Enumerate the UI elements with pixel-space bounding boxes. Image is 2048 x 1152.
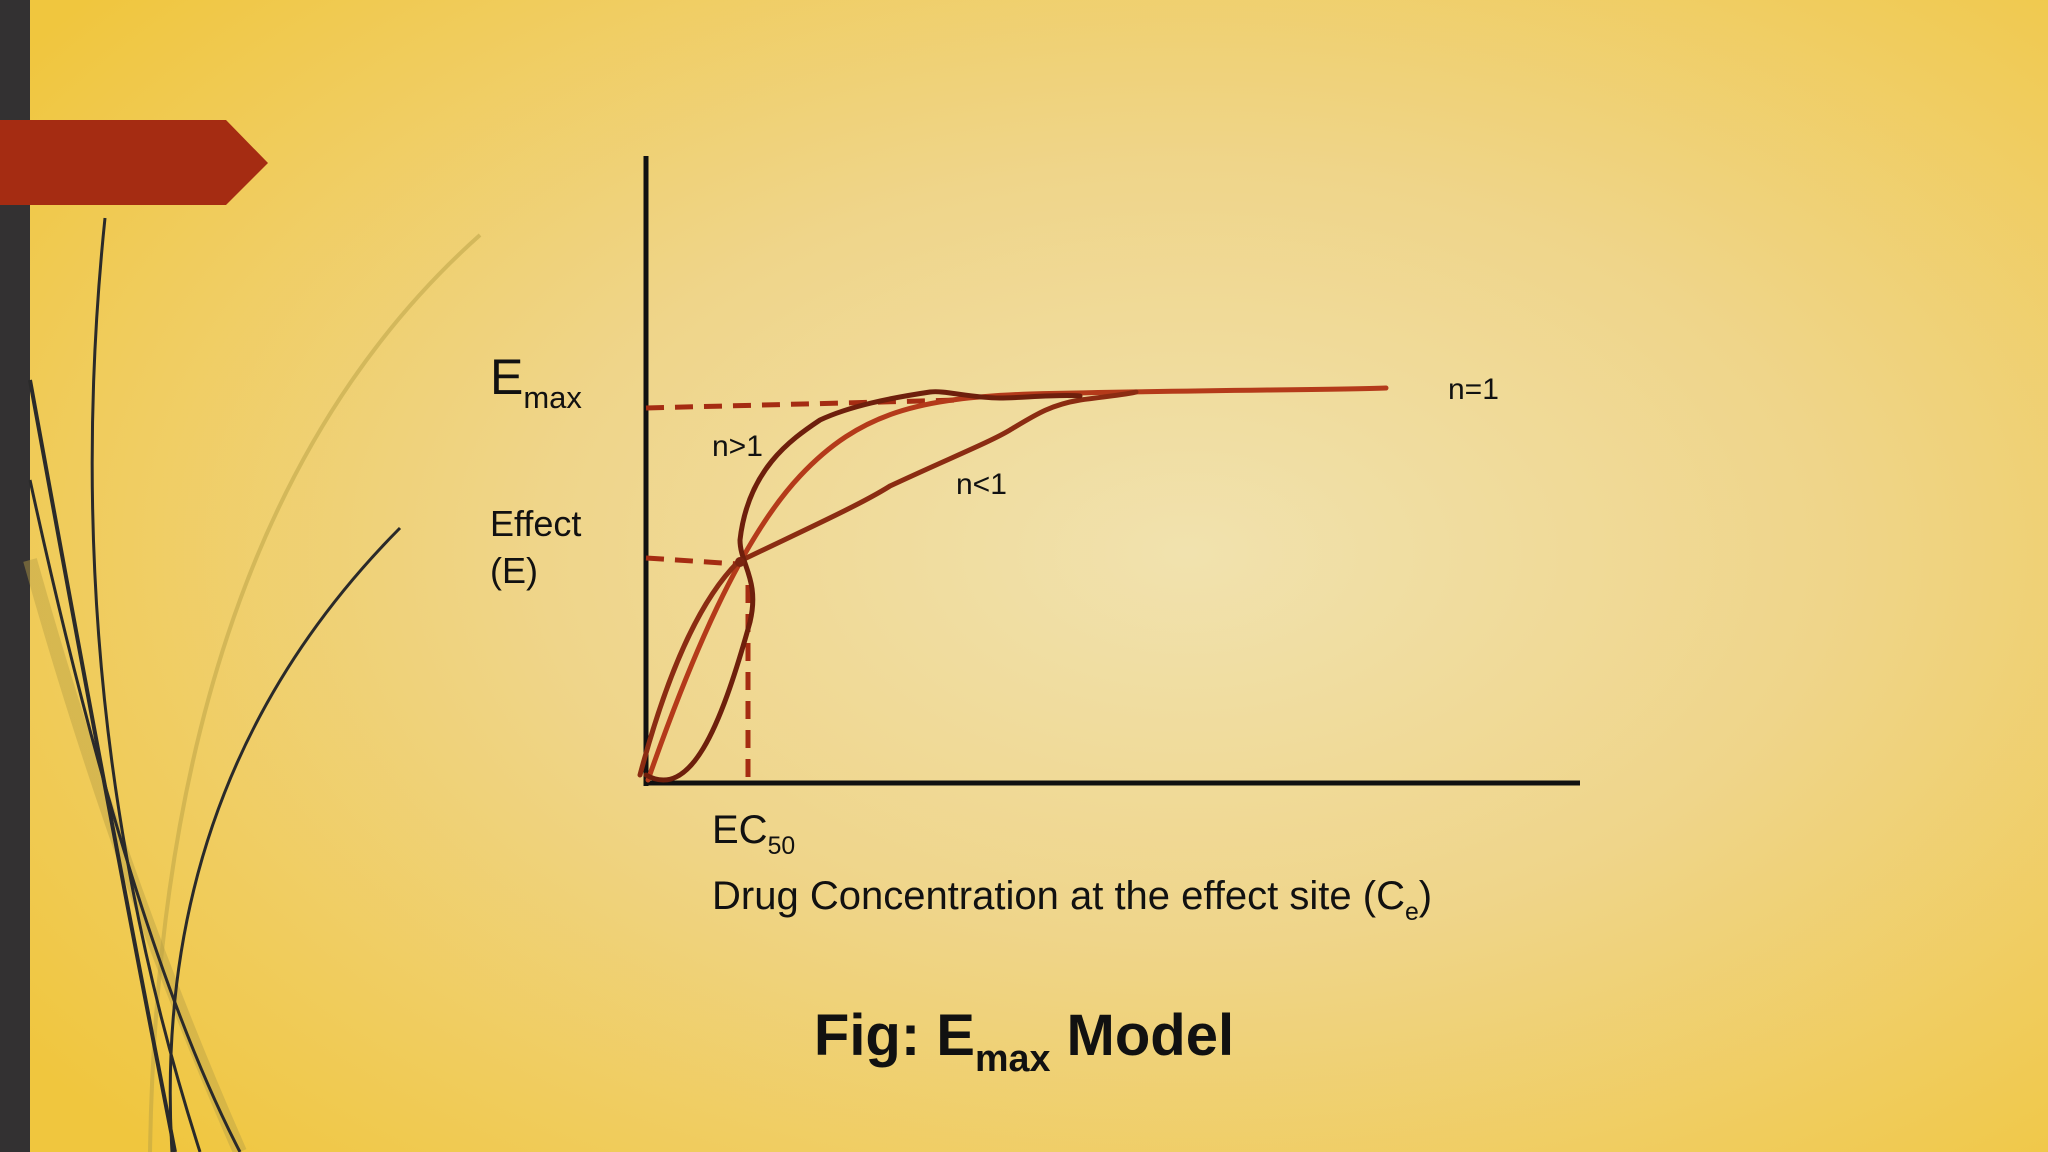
decor-curve (28, 479, 242, 1152)
decor-curve (168, 526, 402, 1152)
effect-guide-line (645, 555, 739, 567)
decor-curve (90, 217, 202, 1152)
emax-label: Emax (490, 349, 582, 415)
effect-label: Effect (E) (490, 503, 582, 591)
curve-label-n-lt-1: n<1 (956, 468, 1007, 501)
ec50-label: EC50 (712, 808, 796, 861)
curve-label-n-gt-1: n>1 (712, 430, 763, 463)
curve-n-gt-1 (643, 389, 1083, 783)
title-arrow-banner (0, 120, 268, 205)
figure-caption: Fig: Emax Model (813, 1003, 1235, 1079)
emax-guide-line (645, 397, 961, 411)
curve-label-n-eq-1: n=1 (1448, 373, 1499, 406)
curve-n-lt-1 (637, 389, 1139, 778)
x-axis-label: Drug Concentration at the effect site (C… (712, 874, 1433, 927)
ec50-marker (735, 557, 745, 567)
curve-n-eq-1 (645, 385, 1389, 783)
decor-curve (148, 233, 482, 1152)
